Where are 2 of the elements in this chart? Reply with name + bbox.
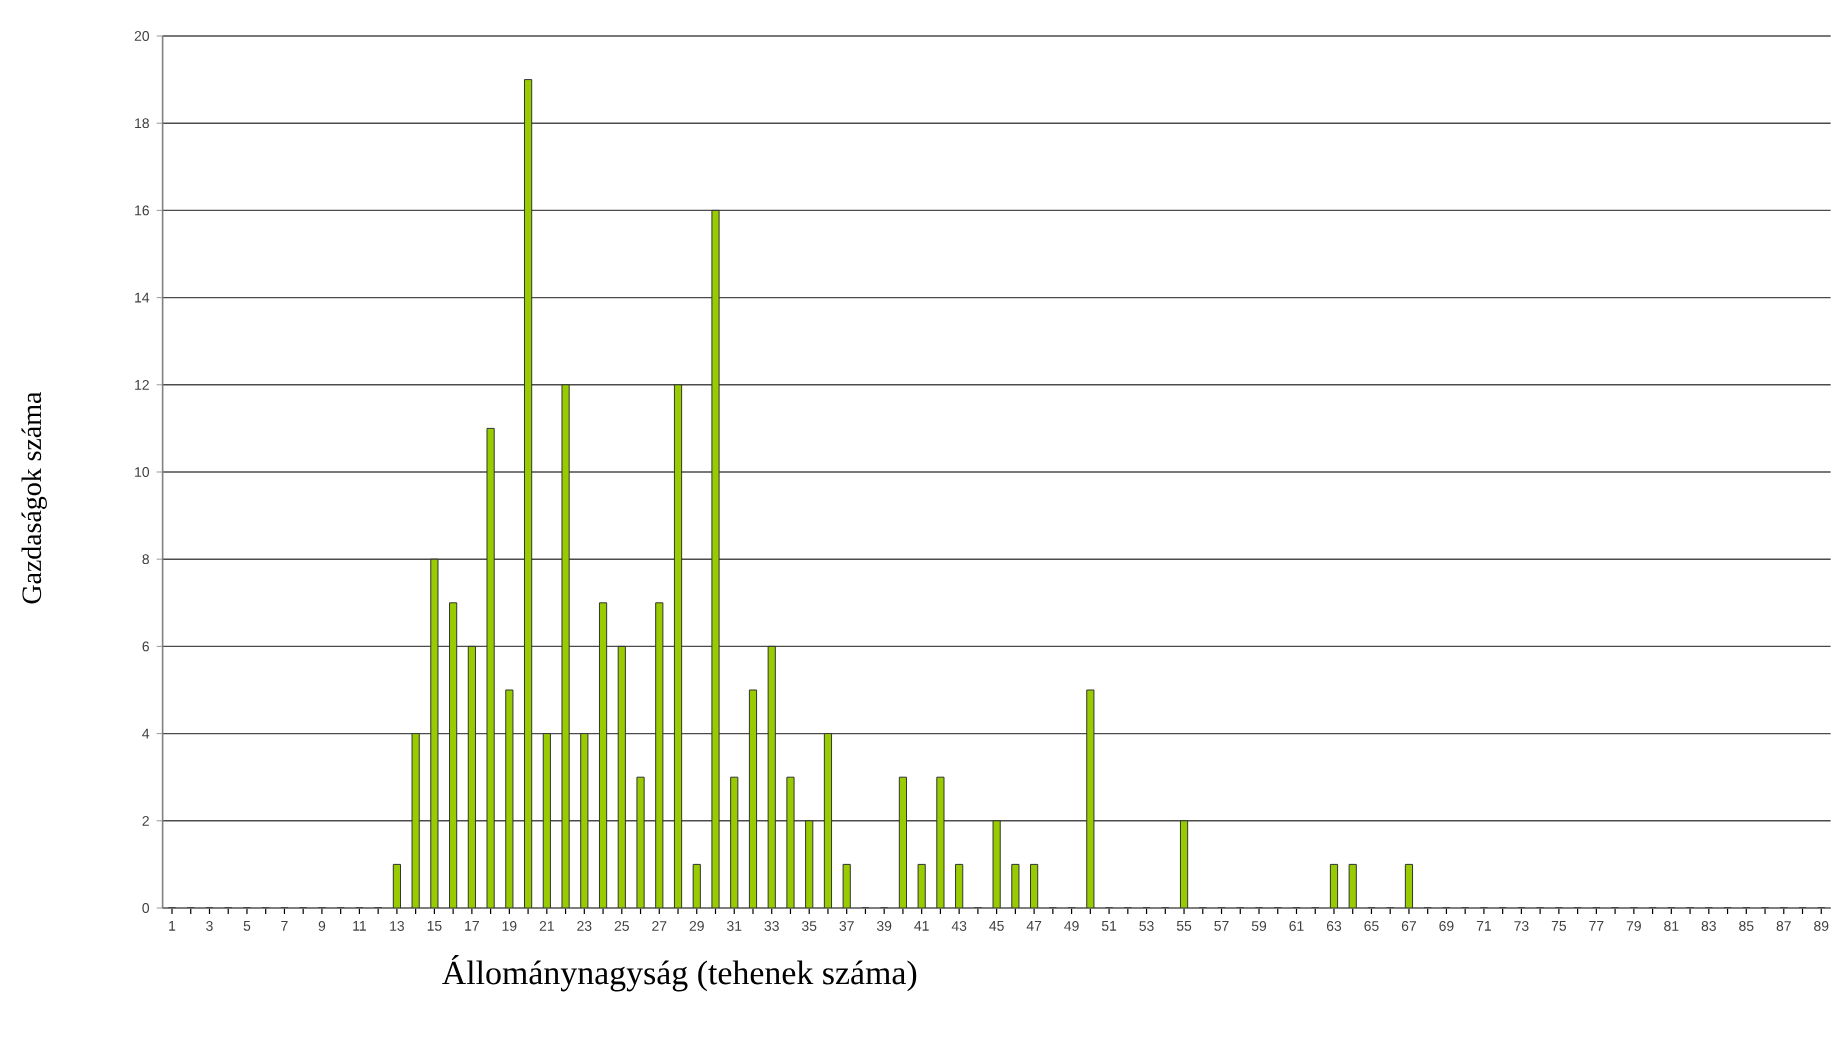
x-axis-title: Állománynagyság (tehenek száma)	[442, 955, 917, 992]
y-axis-title: Gazdaságok száma	[21, 392, 47, 604]
